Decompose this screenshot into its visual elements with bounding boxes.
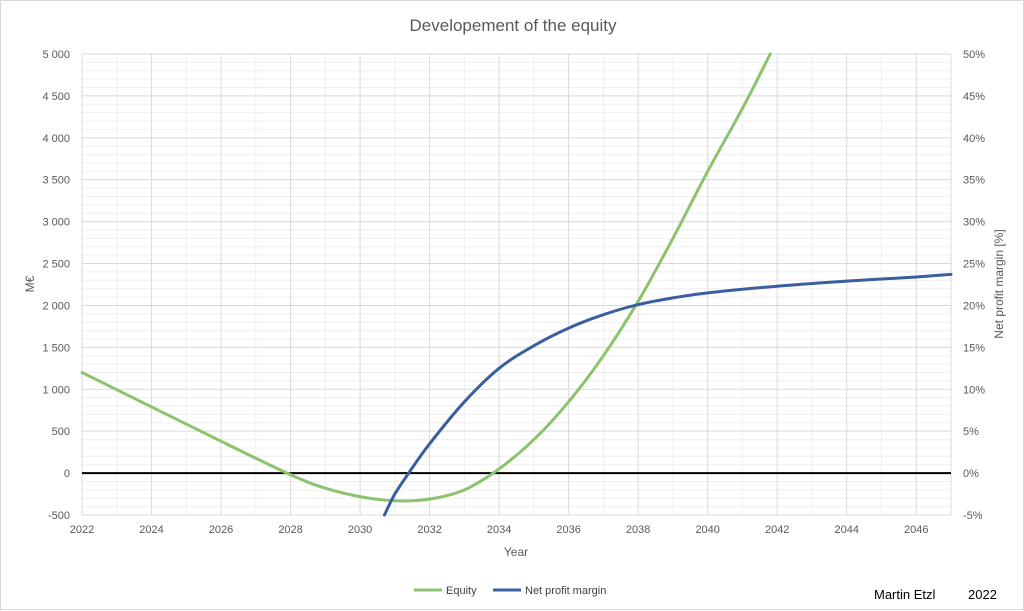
y2-tick-label: 10% <box>963 384 985 396</box>
y-tick-label: 0 <box>64 468 70 480</box>
y-tick-label: 1 500 <box>42 342 70 354</box>
x-tick-label: 2028 <box>278 524 302 536</box>
y-tick-label: 1 000 <box>42 384 70 396</box>
y-tick-label: 5 000 <box>42 49 70 61</box>
major-gridlines <box>81 53 952 516</box>
y-tick-label: 2 500 <box>42 259 70 271</box>
x-tick-labels: 2022 2024 2026 2028 2030 2032 2034 2036 2038 2040… <box>70 524 929 536</box>
x-tick-label: 2038 <box>626 524 650 536</box>
x-tick-label: 2030 <box>348 524 372 536</box>
y2-tick-label: 15% <box>963 342 985 354</box>
y-tick-label: 500 <box>52 426 70 438</box>
chart-title: Developement of the equity <box>410 16 617 35</box>
x-tick-label: 2042 <box>765 524 789 536</box>
y2-tick-label: 30% <box>963 217 985 229</box>
year-label: 2022 <box>968 587 997 602</box>
y-tick-label: -500 <box>48 510 70 522</box>
y2-tick-label: 35% <box>963 175 985 187</box>
y2-tick-label: 40% <box>963 133 985 145</box>
y2-tick-label: 45% <box>963 91 985 103</box>
y-tick-label: 4 000 <box>42 133 70 145</box>
legend-equity-label: Equity <box>446 585 477 597</box>
y2-tick-label: 5% <box>963 426 979 438</box>
y-axis-title: M€ <box>23 275 37 292</box>
y2-tick-label: 20% <box>963 300 985 312</box>
x-axis-title: Year <box>504 545 528 559</box>
series-line-equity <box>80 52 772 503</box>
y-tick-labels: -500 0 500 1 000 1 500 2 000 2 500 3 000 3 500 4 … <box>42 49 70 522</box>
y-tick-label: 2 000 <box>42 300 70 312</box>
series-layer <box>80 52 953 517</box>
x-tick-label: 2046 <box>904 524 928 536</box>
x-tick-label: 2026 <box>209 524 233 536</box>
minor-gridlines <box>82 54 951 515</box>
x-tick-label: 2044 <box>834 524 858 536</box>
y-tick-label: 4 500 <box>42 91 70 103</box>
series-line-net-profit-margin <box>382 272 953 517</box>
y-tick-label: 3 500 <box>42 175 70 187</box>
y2-tick-label: 0% <box>963 468 979 480</box>
y2-tick-label: 50% <box>963 49 985 61</box>
y-tick-label: 3 000 <box>42 217 70 229</box>
x-tick-label: 2034 <box>487 524 511 536</box>
x-tick-label: 2022 <box>70 524 94 536</box>
y2-tick-label: 25% <box>963 259 985 271</box>
x-tick-label: 2036 <box>556 524 580 536</box>
legend-margin-label: Net profit margin <box>525 585 606 597</box>
y2-tick-label: -5% <box>963 510 983 522</box>
x-tick-label: 2040 <box>695 524 719 536</box>
y2-tick-labels: -5% 0% 5% 10% 15% 20% 25% 30% 35% 40% 45% 50% <box>963 49 985 522</box>
x-tick-label: 2032 <box>417 524 441 536</box>
x-tick-label: 2024 <box>139 524 163 536</box>
y2-axis-title: Net profit margin [%] <box>992 229 1006 338</box>
legend: Equity Net profit margin <box>414 585 606 597</box>
author-label: Martin Etzl <box>874 587 936 602</box>
